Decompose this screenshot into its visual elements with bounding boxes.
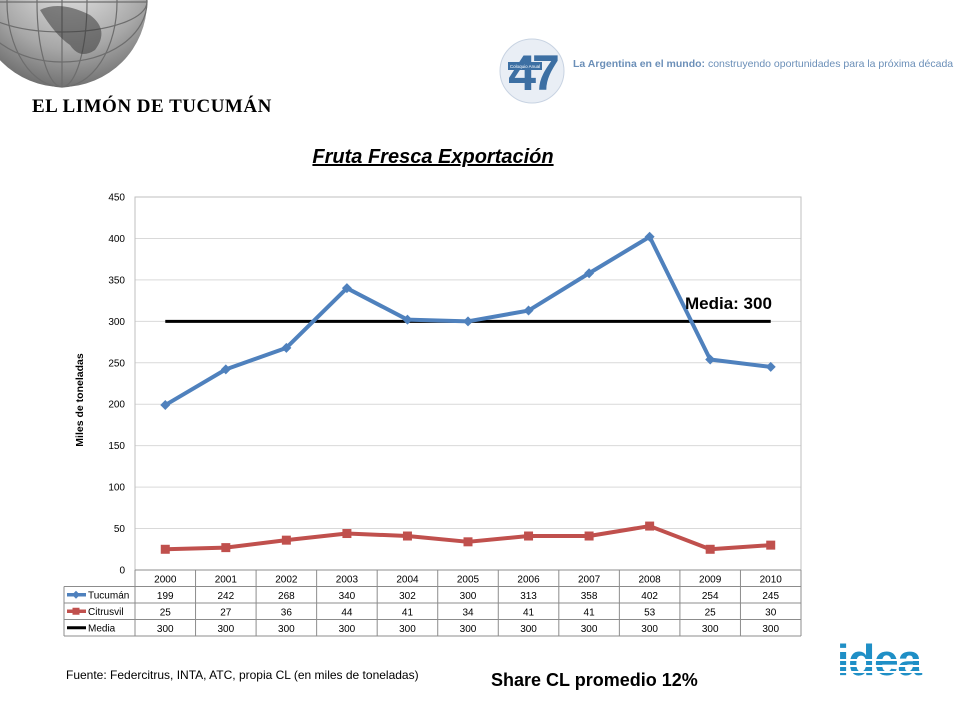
data-point-tucuman xyxy=(523,305,534,316)
data-label-media: 300 xyxy=(762,624,779,635)
data-label-tucumán: 268 xyxy=(278,591,295,602)
data-point-tucuman xyxy=(644,231,655,242)
data-label-citrusvil: 27 xyxy=(220,608,232,619)
data-point-citrusvil xyxy=(584,531,594,541)
data-label-media: 300 xyxy=(460,624,477,635)
data-label-citrusvil: 41 xyxy=(523,608,535,619)
data-label-tucumán: 300 xyxy=(460,591,477,602)
data-label-media: 300 xyxy=(399,624,416,635)
idea-brand-logo: idea xyxy=(826,637,932,681)
y-tick-label: 50 xyxy=(114,524,126,535)
data-label-tucumán: 199 xyxy=(157,591,174,602)
x-tick-label: 2008 xyxy=(639,575,662,586)
data-label-media: 300 xyxy=(217,624,234,635)
x-tick-label: 2005 xyxy=(457,575,480,586)
legend-label: Media xyxy=(88,624,116,635)
data-label-citrusvil: 41 xyxy=(402,608,414,619)
data-label-citrusvil: 25 xyxy=(705,608,717,619)
data-label-media: 300 xyxy=(641,624,658,635)
data-point-tucuman xyxy=(160,400,171,411)
slide-title: EL LIMÓN DE TUCUMÁN xyxy=(32,96,272,117)
data-label-tucumán: 313 xyxy=(520,591,537,602)
data-label-media: 300 xyxy=(581,624,598,635)
data-point-tucuman xyxy=(281,342,292,353)
x-tick-label: 2001 xyxy=(215,575,238,586)
data-label-media: 300 xyxy=(702,624,719,635)
data-point-citrusvil xyxy=(402,531,412,541)
data-label-citrusvil: 36 xyxy=(281,608,293,619)
data-point-tucuman xyxy=(220,364,231,375)
y-tick-label: 200 xyxy=(108,400,125,411)
y-tick-label: 300 xyxy=(108,317,125,328)
conference-logo-small-text: Coloquio Anual xyxy=(510,64,540,69)
y-tick-label: 150 xyxy=(108,441,125,452)
data-point-citrusvil xyxy=(524,531,534,541)
data-point-citrusvil xyxy=(705,544,715,554)
x-tick-label: 2010 xyxy=(760,575,783,586)
data-point-citrusvil xyxy=(160,544,170,554)
data-label-citrusvil: 44 xyxy=(341,608,353,619)
data-point-citrusvil xyxy=(463,537,473,547)
media-annotation: Media: 300 xyxy=(685,294,772,313)
legend-marker-citrusvil xyxy=(72,607,80,615)
y-tick-label: 250 xyxy=(108,358,125,369)
data-point-tucuman xyxy=(341,283,352,294)
data-label-tucumán: 245 xyxy=(762,591,779,602)
y-tick-label: 450 xyxy=(108,193,125,204)
data-label-media: 300 xyxy=(157,624,174,635)
data-label-citrusvil: 25 xyxy=(160,608,172,619)
data-point-citrusvil xyxy=(342,529,352,539)
data-point-tucuman xyxy=(463,316,473,327)
data-label-tucumán: 242 xyxy=(217,591,234,602)
x-tick-label: 2004 xyxy=(396,575,419,586)
legend-label: Tucumán xyxy=(88,591,129,602)
data-label-tucumán: 302 xyxy=(399,591,416,602)
data-label-tucumán: 254 xyxy=(702,591,719,602)
globe-logo xyxy=(0,0,148,88)
data-point-citrusvil xyxy=(221,543,231,553)
x-tick-label: 2003 xyxy=(336,575,359,586)
data-label-citrusvil: 53 xyxy=(644,608,656,619)
y-tick-label: 100 xyxy=(108,483,125,494)
data-label-media: 300 xyxy=(339,624,356,635)
y-tick-label: 400 xyxy=(108,234,125,245)
conference-tagline: La Argentina en el mundo: construyendo o… xyxy=(573,58,953,70)
y-tick-label: 350 xyxy=(108,275,125,286)
plot-frame xyxy=(134,196,802,571)
data-label-media: 300 xyxy=(278,624,295,635)
data-label-tucumán: 358 xyxy=(581,591,598,602)
x-tick-label: 2006 xyxy=(517,575,540,586)
data-label-citrusvil: 41 xyxy=(584,608,596,619)
legend-label: Citrusvil xyxy=(88,607,124,618)
chart-title: Fruta Fresca Exportación xyxy=(312,146,554,168)
conference-47-logo: 47 Coloquio Anual xyxy=(499,38,565,104)
data-point-tucuman xyxy=(402,314,413,325)
data-label-citrusvil: 34 xyxy=(462,608,474,619)
x-tick-label: 2000 xyxy=(154,575,177,586)
data-point-citrusvil xyxy=(766,540,776,550)
share-note: Share CL promedio 12% xyxy=(491,670,698,690)
data-point-tucuman xyxy=(765,361,776,372)
x-tick-label: 2007 xyxy=(578,575,601,586)
data-label-media: 300 xyxy=(520,624,537,635)
data-point-citrusvil xyxy=(645,521,655,531)
data-label-tucumán: 402 xyxy=(641,591,658,602)
data-label-citrusvil: 30 xyxy=(765,608,777,619)
conference-logo-number: 47 xyxy=(508,45,558,101)
x-tick-label: 2009 xyxy=(699,575,722,586)
legend-marker-tucuman xyxy=(72,590,80,599)
data-point-citrusvil xyxy=(281,535,291,545)
conference-tagline-bold: La Argentina en el mundo: xyxy=(573,58,706,70)
data-label-tucumán: 340 xyxy=(339,591,356,602)
y-tick-label: 0 xyxy=(119,566,125,577)
y-axis-label: Miles de toneladas xyxy=(74,353,86,447)
data-point-tucuman xyxy=(584,268,595,279)
x-tick-label: 2002 xyxy=(275,575,298,586)
data-point-tucuman xyxy=(705,354,716,365)
source-note: Fuente: Federcitrus, INTA, ATC, propia C… xyxy=(66,668,419,682)
conference-tagline-rest: construyendo oportunidades para la próxi… xyxy=(705,58,954,70)
